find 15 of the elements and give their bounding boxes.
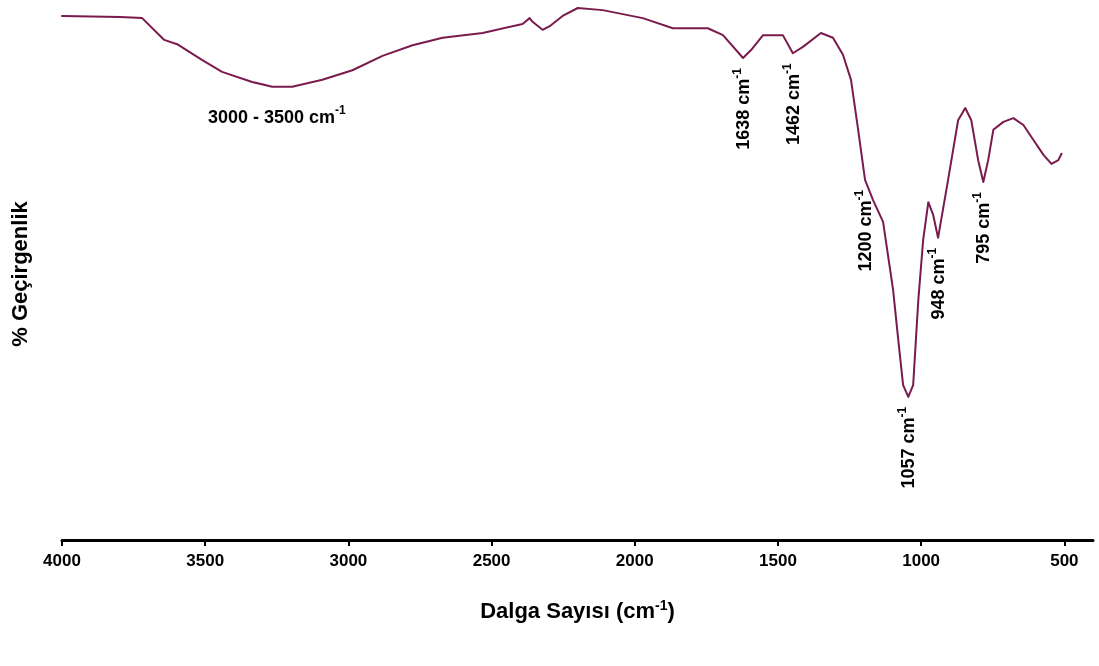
annotation: 795 cm-1 (970, 191, 994, 264)
x-tick-label: 500 (1050, 551, 1079, 570)
x-tick-label: 4000 (43, 551, 81, 570)
x-tick-label: 1500 (759, 551, 797, 570)
annotation: 948 cm-1 (924, 247, 949, 320)
x-tick-label: 3000 (329, 551, 368, 570)
x-tick-label: 2500 (472, 551, 511, 570)
annotation: 1200 cm-1 (851, 189, 876, 272)
x-tick-label: 1000 (902, 551, 941, 570)
annotation: 1462 cm-1 (779, 62, 803, 145)
annotation: 1057 cm-1 (894, 406, 919, 489)
y-axis-title: % Geçirgenlik (6, 200, 32, 347)
x-tick-label: 2000 (615, 551, 654, 570)
annotation: 1638 cm-1 (729, 67, 754, 150)
x-tick-label: 3500 (186, 551, 225, 570)
